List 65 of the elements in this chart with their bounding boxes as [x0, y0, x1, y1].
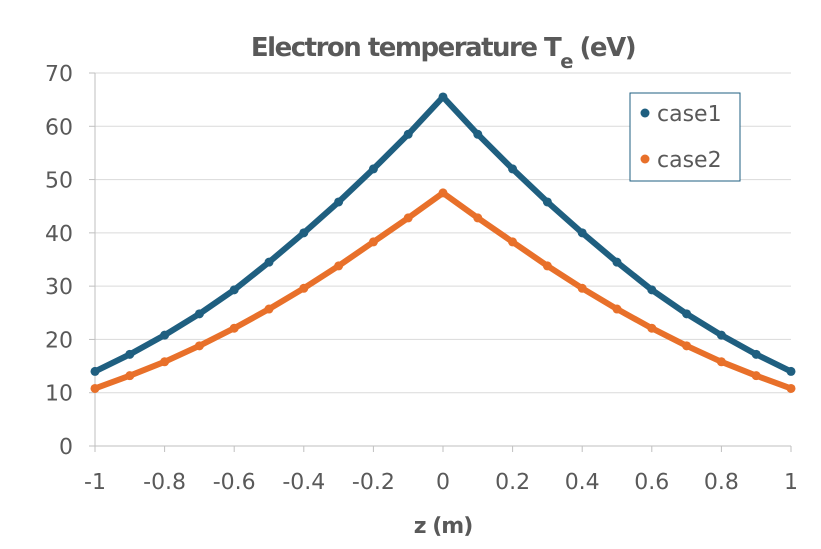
legend-label: case1 — [657, 102, 722, 127]
point — [716, 330, 726, 340]
point — [716, 357, 726, 366]
y-tick-label: 40 — [45, 222, 73, 247]
point — [508, 164, 518, 174]
point — [473, 213, 482, 222]
y-tick-label: 70 — [45, 62, 73, 87]
x-tick-label: -0.4 — [282, 470, 326, 495]
x-tick-label: -0.8 — [143, 470, 186, 495]
y-tick-label: 20 — [45, 328, 73, 354]
y-tick-label: 10 — [45, 382, 73, 407]
point — [682, 309, 692, 318]
point — [194, 309, 204, 318]
point — [508, 237, 518, 246]
point — [368, 237, 378, 246]
point — [230, 285, 239, 294]
point — [752, 371, 761, 380]
point — [542, 197, 552, 206]
x-tick-label: 0.6 — [634, 470, 670, 495]
point — [786, 366, 796, 376]
x-tick-label: 1 — [784, 470, 798, 495]
point — [578, 228, 587, 238]
point — [299, 284, 308, 293]
point — [334, 197, 344, 206]
x-tick-label: 0 — [436, 470, 450, 495]
y-tick-label: 60 — [45, 115, 73, 140]
y-tick-label: 30 — [45, 275, 73, 300]
x-axis-title: z (m) — [414, 514, 472, 539]
point — [404, 213, 413, 222]
point — [612, 258, 622, 267]
point — [299, 228, 308, 238]
chart-title: Electron temperature T$_{e}$ (eV) — [250, 33, 636, 72]
point — [230, 324, 239, 333]
point — [438, 188, 448, 198]
point — [647, 285, 656, 294]
point — [334, 261, 344, 270]
y-tick-label: 50 — [45, 168, 73, 194]
x-tick-label: 0.2 — [495, 470, 530, 495]
point — [160, 357, 170, 366]
point — [368, 164, 378, 174]
point — [647, 324, 656, 333]
point — [264, 258, 274, 267]
point — [264, 304, 274, 314]
y-tick-label: 0 — [59, 435, 73, 460]
point — [752, 350, 761, 359]
point — [194, 341, 204, 350]
point — [438, 92, 448, 102]
point — [473, 130, 482, 139]
x-tick-label: -0.2 — [352, 470, 395, 495]
point — [786, 384, 796, 393]
point — [404, 130, 413, 139]
x-tick-label: -0.6 — [212, 470, 256, 495]
point — [90, 366, 100, 376]
x-tick-label: -1 — [84, 470, 106, 495]
point — [125, 350, 134, 359]
point — [125, 371, 134, 380]
x-tick-label: 0.8 — [704, 470, 739, 495]
x-tick-label: 0.4 — [564, 470, 600, 495]
point — [578, 284, 587, 293]
point — [612, 304, 622, 314]
point — [682, 341, 692, 350]
point — [160, 330, 170, 340]
legend-label: case2 — [657, 148, 722, 173]
point — [542, 261, 552, 270]
point — [90, 384, 100, 393]
